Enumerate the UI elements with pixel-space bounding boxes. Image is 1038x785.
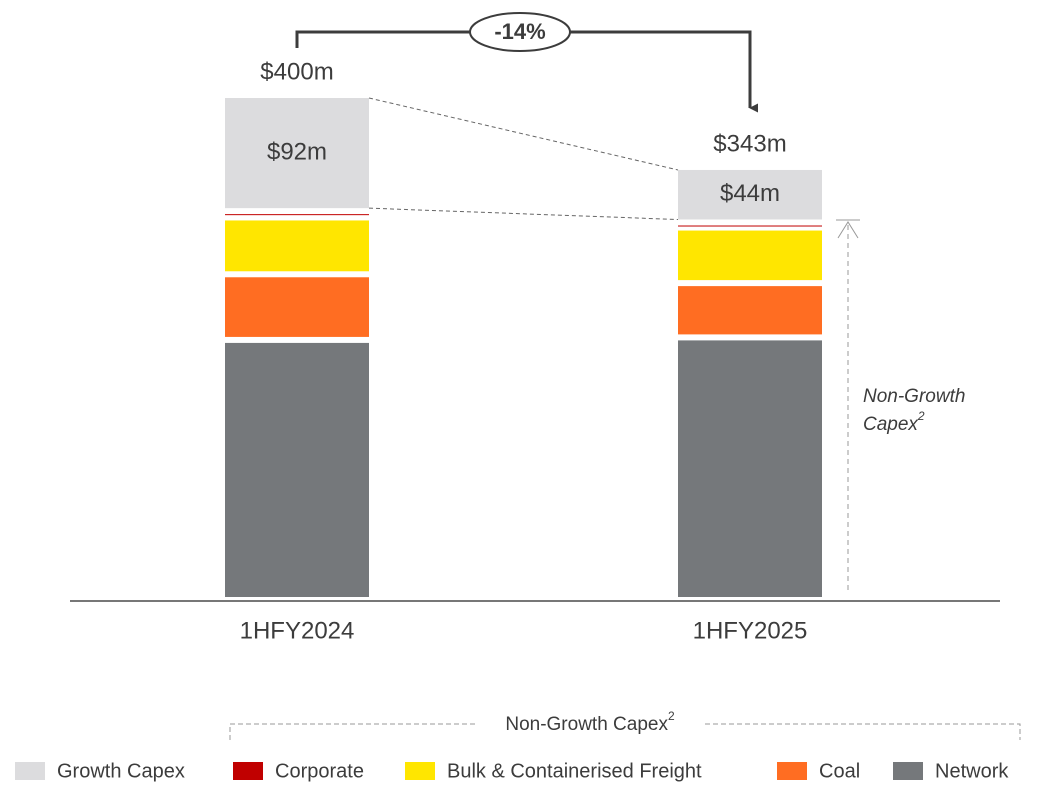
bar-segment (678, 225, 822, 227)
x-tick-label: 1HFY2025 (693, 617, 808, 644)
side-annotation-text: Capex (863, 414, 919, 435)
legend-label: Corporate (275, 760, 364, 782)
legend-swatch (233, 762, 263, 780)
value-label: $92m (267, 138, 327, 165)
bar-segment (225, 277, 369, 337)
legend-bracket (229, 723, 1021, 740)
footnote: 2 (668, 709, 675, 723)
connector (368, 207, 679, 221)
connector (368, 97, 679, 171)
non-growth-arrowhead (837, 221, 859, 239)
legend-label: Network (935, 760, 1009, 782)
change-label: -14% (494, 19, 545, 44)
legend-group-text: Non-Growth Capex (505, 714, 668, 735)
bar-segment (678, 286, 822, 335)
bar-segment (225, 220, 369, 272)
legend-label: Bulk & Containerised Freight (447, 760, 702, 782)
value-label: $44m (720, 180, 780, 207)
legend-swatch (15, 762, 45, 780)
legend-group: Non-Growth Capex2 (505, 709, 675, 735)
bar-segment (225, 214, 369, 216)
bar-segment (678, 340, 822, 597)
legend-swatch (405, 762, 435, 780)
x-tick-label: 1HFY2024 (240, 617, 355, 644)
change-badge (469, 12, 571, 52)
footnote: 2 (917, 409, 925, 423)
bar-segment (678, 230, 822, 281)
change-arrow (295, 30, 750, 108)
legend-swatch (777, 762, 807, 780)
bar-segment (225, 342, 369, 597)
legend-label: Coal (819, 760, 860, 782)
legend-swatch (893, 762, 923, 780)
bar-segment (678, 169, 822, 220)
bar-segment (225, 98, 369, 209)
legend-label: Growth Capex (57, 760, 185, 782)
side-annotation: Capex2 (863, 409, 925, 435)
total-label: $400m (260, 58, 333, 85)
total-label: $343m (713, 130, 786, 157)
side-annotation: Non-Growth (863, 386, 965, 407)
